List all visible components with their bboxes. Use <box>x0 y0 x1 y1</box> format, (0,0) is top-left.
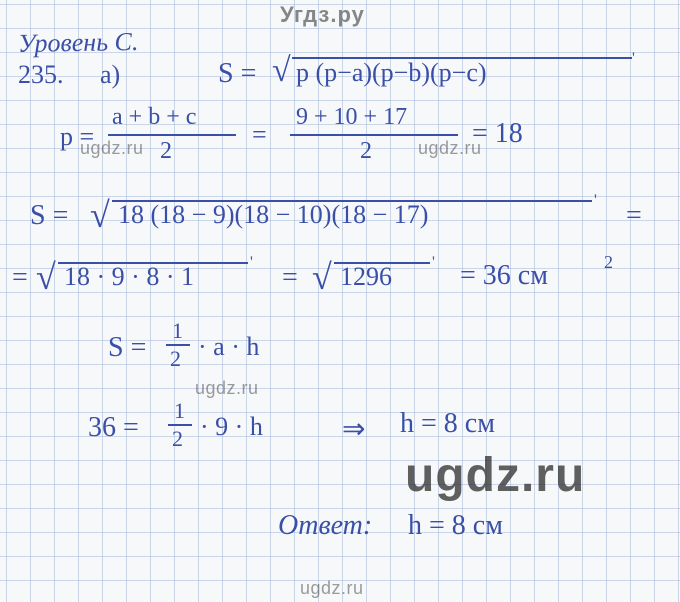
p-frac2-bar <box>290 134 458 136</box>
p-frac1-num: a + b + c <box>112 104 196 131</box>
sqrt4-sign: √ <box>312 256 332 298</box>
problem-number: 235. <box>18 60 64 90</box>
line3-result: = 36 см <box>460 260 548 292</box>
part-label: а) <box>100 60 120 90</box>
sqrt2-trailing-eq: = <box>626 200 642 232</box>
p-frac1-bar <box>108 134 236 136</box>
p-result: = 18 <box>472 118 523 150</box>
sqrt3-body: 18 · 9 · 8 · 1 <box>64 262 194 292</box>
area-formula-lhs: S = <box>108 332 146 364</box>
area-frac-num: 1 <box>172 318 183 344</box>
area-formula-rhs: · a · h <box>198 332 259 362</box>
sqrt2-sign: √ <box>90 194 110 236</box>
line3-result-sup: 2 <box>604 252 613 273</box>
area-frac-den: 2 <box>170 346 181 372</box>
heading-level: Уровень С. <box>18 27 139 59</box>
heron-tick: ' <box>632 50 635 68</box>
line3-eq1: = <box>12 262 28 294</box>
implies-arrow: ⇒ <box>342 412 365 446</box>
sqrt2-body: 18 (18 − 9)(18 − 10)(18 − 17) <box>118 200 428 230</box>
p-eq-mid: = <box>252 120 267 150</box>
p-frac2-num: 9 + 10 + 17 <box>296 104 407 131</box>
heron-sqrt-body: p (p−a)(p−b)(p−c) <box>296 58 487 88</box>
plugged-lhs: 36 = <box>88 412 139 444</box>
p-frac1-den: 2 <box>160 138 172 165</box>
h-result: h = 8 см <box>400 408 495 440</box>
plugged-rhs: · 9 · h <box>200 412 263 442</box>
S-eq-2: S = <box>30 200 68 232</box>
p-frac2-den: 2 <box>360 138 372 165</box>
sqrt3-tick: ' <box>250 254 253 272</box>
answer-label: Ответ: <box>278 510 372 542</box>
heron-S-equals: S = <box>218 58 256 90</box>
p-equals: p = <box>60 122 94 152</box>
sqrt2-tick: ' <box>594 192 597 210</box>
answer-value: h = 8 см <box>408 510 503 542</box>
heron-sqrt-sign: √ <box>272 52 291 90</box>
sqrt3-sign: √ <box>36 256 56 298</box>
sqrt4-body: 1296 <box>340 262 392 292</box>
plugged-frac-num: 1 <box>174 398 185 424</box>
plugged-frac-den: 2 <box>172 426 183 452</box>
sqrt4-tick: ' <box>432 254 435 272</box>
line3-eq2: = <box>282 262 298 294</box>
